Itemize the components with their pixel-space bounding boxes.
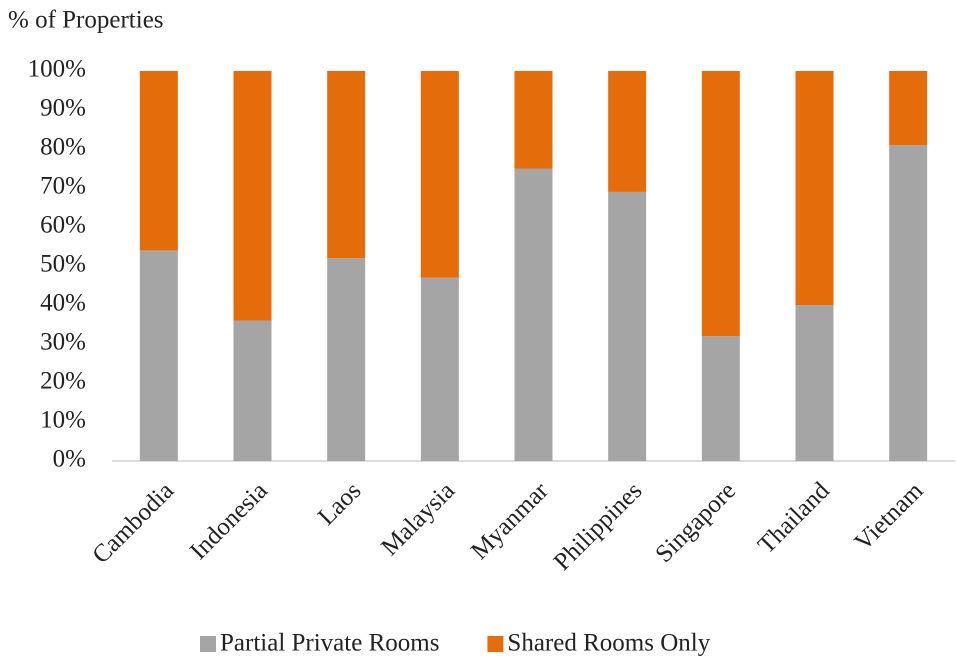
bar-segment (514, 168, 553, 461)
y-axis-title: % of Properties (8, 7, 164, 34)
bar-segment (889, 71, 928, 146)
x-tick-label: Vietnam (850, 477, 929, 556)
y-tick-label: 70% (40, 173, 86, 200)
bar-segment (420, 277, 459, 461)
bar-segment (139, 71, 178, 251)
y-tick-label: 20% (40, 368, 86, 395)
bar-segment (139, 250, 178, 461)
bar-segment (233, 320, 272, 461)
bar-segment (701, 336, 740, 461)
y-tick-label: 80% (40, 134, 86, 161)
bar-segment (795, 71, 834, 305)
y-tick-label: 50% (40, 251, 86, 278)
legend-swatch (200, 636, 216, 652)
legend-swatch (487, 636, 504, 652)
x-tick-label: Myanmar (466, 477, 554, 565)
bar-segment (795, 305, 834, 461)
y-tick-label: 10% (40, 407, 86, 434)
bar-segment (608, 191, 647, 461)
bar-segment (420, 71, 459, 278)
x-tick-label: Malaysia (376, 477, 460, 561)
legend-label: Partial Private Rooms (220, 630, 439, 657)
bar-segment (233, 71, 272, 321)
y-tick-label: 90% (40, 95, 86, 122)
bar-segment (327, 71, 366, 259)
bar-segment (327, 258, 366, 461)
y-tick-label: 100% (28, 56, 86, 83)
y-tick-label: 30% (40, 329, 86, 356)
x-tick-label: Laos (313, 477, 366, 530)
bar-segment (608, 71, 647, 192)
x-tick-label: Philippines (549, 477, 648, 576)
bar-segment (514, 71, 553, 169)
bar-segment (701, 71, 740, 337)
y-tick-label: 0% (53, 446, 86, 473)
y-tick-label: 40% (40, 290, 86, 317)
x-tick-label: Indonesia (185, 477, 273, 565)
x-tick-label: Singapore (650, 477, 741, 568)
bar-segment (889, 145, 928, 461)
legend-label: Shared Rooms Only (507, 630, 710, 657)
y-tick-label: 60% (40, 212, 86, 239)
x-tick-label: Thailand (753, 477, 835, 559)
x-tick-label: Cambodia (87, 477, 179, 569)
